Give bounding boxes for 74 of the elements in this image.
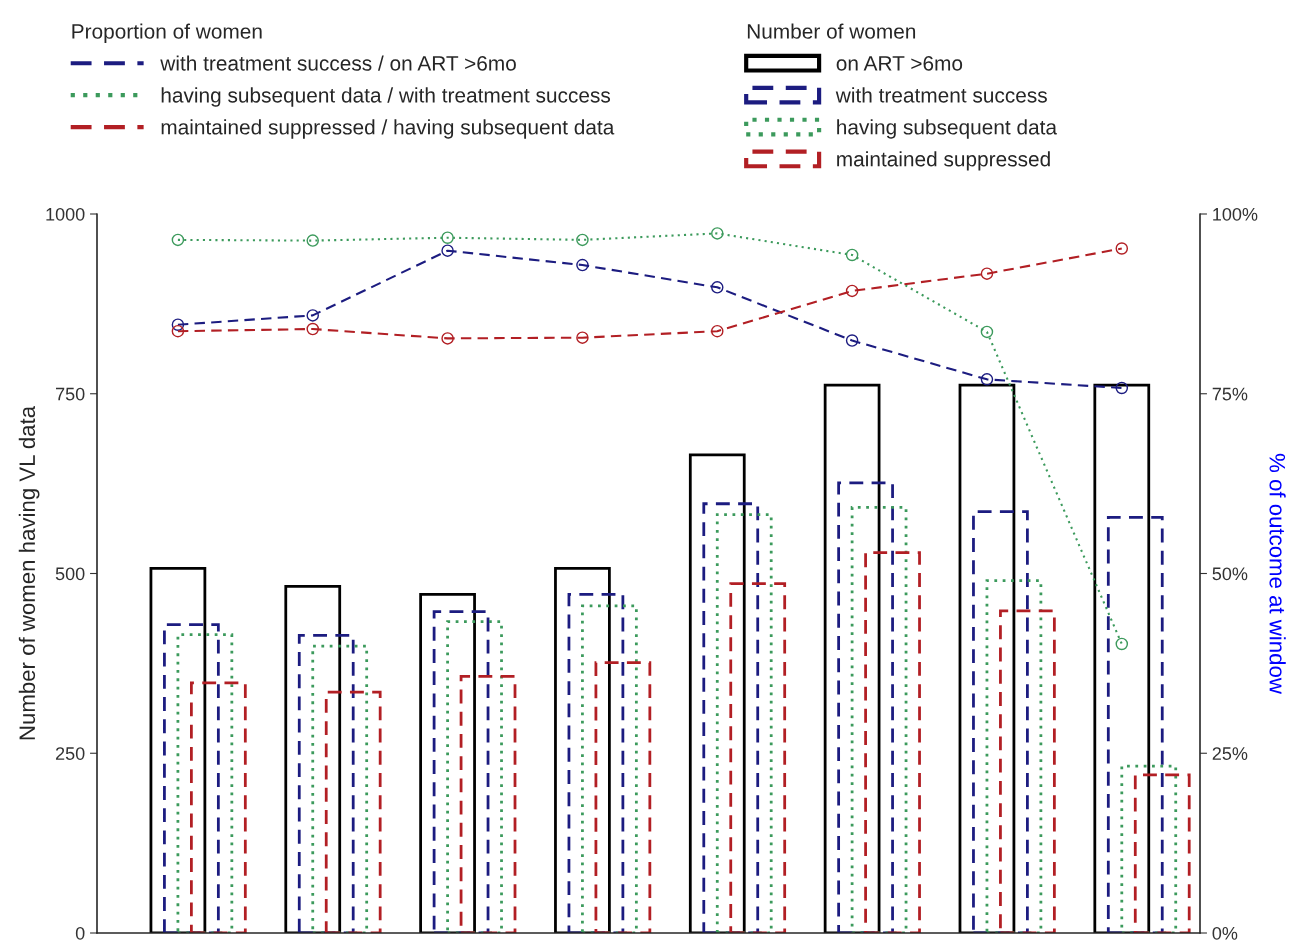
- bar: [567, 592, 625, 933]
- bar: [999, 609, 1056, 933]
- bar: [149, 567, 207, 933]
- legend-label: maintained suppressed: [837, 151, 1050, 171]
- point: [980, 325, 994, 339]
- point: [441, 332, 454, 345]
- y-tick-label: 0: [75, 926, 85, 940]
- y2-tick-label: 0%: [1212, 926, 1238, 940]
- bar: [972, 510, 1029, 933]
- point: [441, 244, 454, 257]
- point: [711, 324, 724, 338]
- bar: [163, 623, 220, 933]
- y-axis-title: Number of women having VL data: [18, 405, 40, 740]
- y-tick-label: 250: [55, 747, 85, 760]
- point: [171, 318, 185, 331]
- point: [845, 334, 859, 347]
- y2-tick-label: 75%: [1212, 387, 1248, 401]
- y2-axis-title: % of outcome at window: [1269, 453, 1286, 694]
- bar: [284, 585, 342, 933]
- bar: [958, 383, 1016, 933]
- bar: [729, 582, 787, 933]
- bar: [419, 592, 476, 933]
- legend-label: on ART >6mo: [836, 55, 963, 71]
- point: [171, 324, 185, 338]
- y-tick-label: 500: [55, 567, 85, 581]
- y2-tick-label: 100%: [1213, 207, 1258, 221]
- point: [576, 233, 589, 247]
- bar: [688, 453, 746, 933]
- legend-label: having subsequent data / with treatment success: [161, 87, 611, 107]
- point: [711, 281, 724, 294]
- legend-label: maintained suppressed / having subsequent data: [161, 119, 615, 139]
- point: [441, 231, 454, 244]
- y2-tick-label: 50%: [1212, 567, 1248, 581]
- bar: [176, 633, 234, 933]
- point: [306, 234, 319, 247]
- point: [576, 331, 589, 344]
- bar: [1093, 383, 1151, 933]
- bar: [702, 502, 760, 933]
- point: [576, 258, 589, 272]
- point: [1115, 381, 1129, 395]
- point: [306, 322, 319, 336]
- point: [1115, 242, 1129, 255]
- point: [171, 233, 185, 247]
- bar: [1106, 516, 1164, 933]
- bar: [1133, 773, 1191, 933]
- y-tick-label: 750: [56, 387, 85, 401]
- bar: [581, 604, 638, 933]
- bar: [297, 633, 355, 933]
- point: [711, 227, 724, 240]
- bar: [985, 579, 1043, 933]
- bar: [837, 481, 894, 933]
- point: [980, 267, 994, 280]
- bar: [864, 551, 921, 933]
- y2-tick-label: 25%: [1212, 747, 1248, 760]
- point: [306, 309, 319, 322]
- point: [980, 373, 994, 386]
- bar: [459, 674, 517, 933]
- legend-label: with treatment success / on ART >6mo: [160, 55, 516, 71]
- point: [845, 248, 859, 262]
- bar: [554, 567, 611, 933]
- y-tick-label: 1000: [46, 207, 85, 221]
- legend-label: with treatment success: [835, 87, 1047, 103]
- bar: [823, 383, 881, 933]
- legend-title: Proportion of women: [72, 23, 262, 43]
- legend-label: having subsequent data: [837, 119, 1058, 139]
- bar: [715, 513, 773, 933]
- point: [1115, 637, 1129, 651]
- bar: [190, 681, 247, 933]
- bar: [594, 661, 652, 933]
- bar: [324, 690, 382, 933]
- text: Number of women: [747, 23, 916, 39]
- bar: [432, 610, 490, 933]
- point: [845, 284, 859, 298]
- bar: [446, 620, 503, 933]
